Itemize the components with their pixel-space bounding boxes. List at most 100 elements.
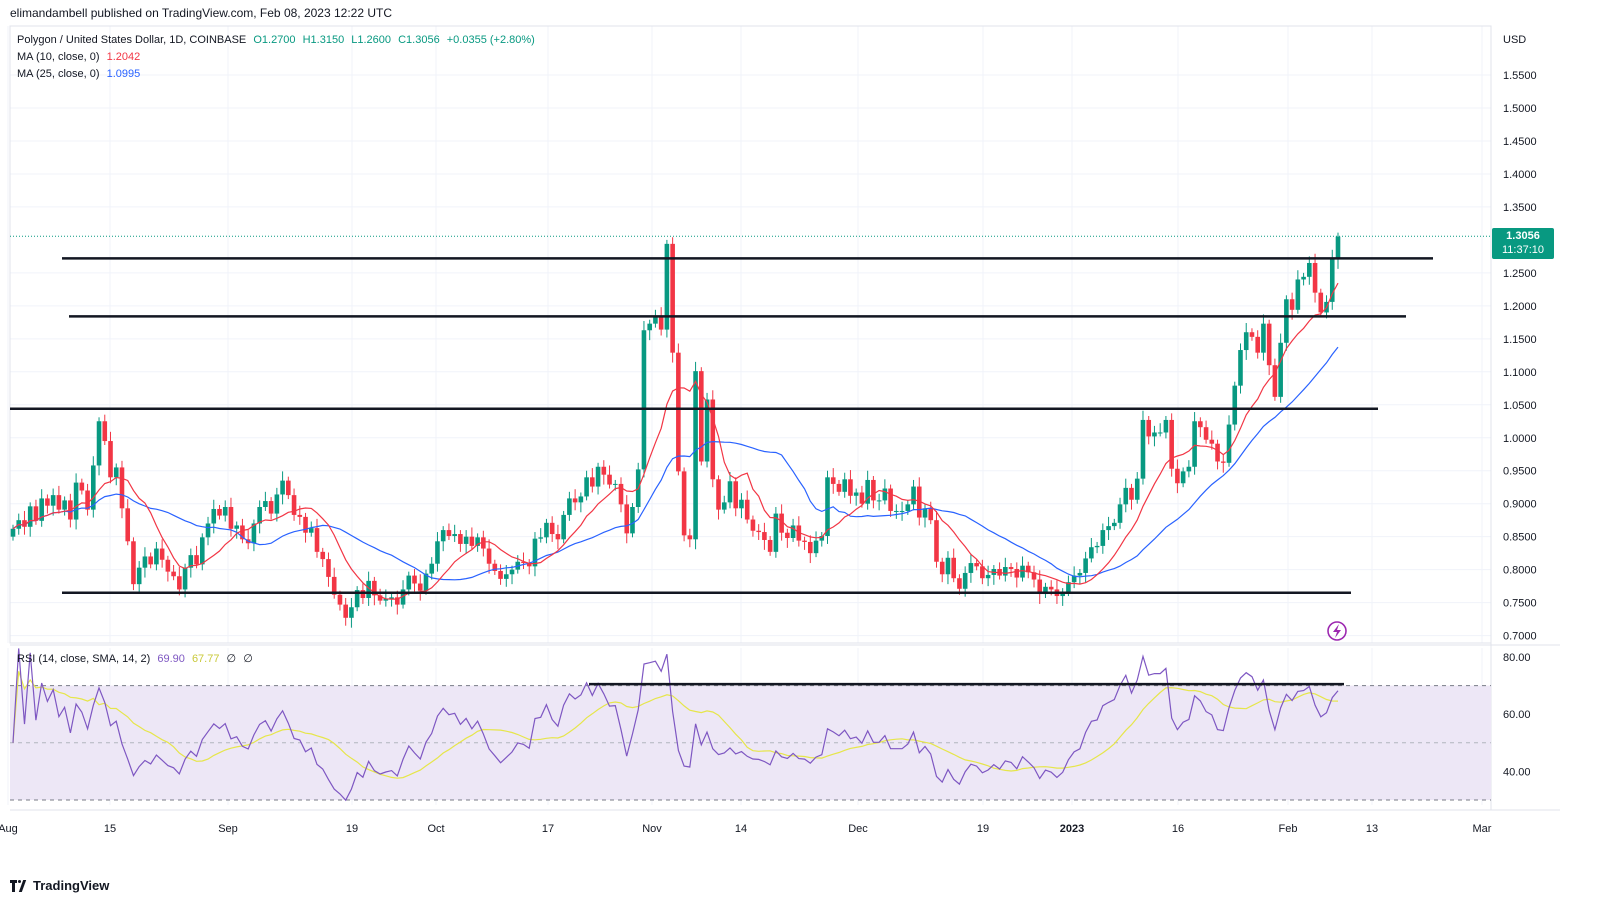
candle-body <box>1307 262 1312 277</box>
candle-body <box>1111 522 1117 527</box>
candle <box>79 478 85 495</box>
candle-body <box>962 572 968 589</box>
candle <box>871 476 876 509</box>
candle-body <box>39 498 44 521</box>
candle-body <box>435 541 440 564</box>
candle <box>372 576 377 606</box>
candle <box>544 518 549 544</box>
footer-brand: TradingView <box>10 878 109 893</box>
candle <box>1037 570 1043 604</box>
y-tick-label: 0.9500 <box>1503 466 1537 478</box>
candle <box>1020 556 1025 582</box>
y-tick-label: 0.9000 <box>1503 499 1537 511</box>
x-tick-label: 19 <box>346 823 358 835</box>
y-tick-label: 1.0000 <box>1503 433 1537 445</box>
candle <box>762 522 767 550</box>
candle <box>1031 565 1037 588</box>
candle <box>1089 537 1094 563</box>
candle <box>922 504 928 528</box>
candle <box>27 502 33 537</box>
candle-body <box>217 508 222 516</box>
candle-body <box>945 557 951 575</box>
candle-body <box>429 563 435 574</box>
grid <box>7 26 1491 805</box>
candle-body <box>96 421 102 466</box>
legend-low: L1.2600 <box>351 34 392 46</box>
candle-body <box>894 510 899 512</box>
candle <box>280 471 285 505</box>
candle <box>957 574 962 595</box>
candle <box>991 565 997 585</box>
candle-body <box>1203 427 1209 440</box>
candle <box>1329 249 1335 310</box>
candle <box>125 499 131 546</box>
candle-body <box>314 528 320 552</box>
candle-body <box>354 590 360 608</box>
candle <box>647 319 652 341</box>
candle-body <box>601 466 607 475</box>
x-tick-label: Oct <box>427 823 444 835</box>
candle <box>567 491 572 521</box>
candle-body <box>807 541 813 554</box>
candle-body <box>1048 586 1054 590</box>
candle <box>934 510 939 568</box>
rsi-extra-1: ∅ <box>226 653 237 665</box>
x-tick-label: 13 <box>1366 823 1378 835</box>
candle-body <box>762 532 767 540</box>
x-tick-label: Feb <box>1279 823 1298 835</box>
candle <box>1284 295 1289 351</box>
candle-body <box>1186 466 1192 472</box>
candle-body <box>251 523 257 544</box>
candle-body <box>1220 461 1226 463</box>
candle-body <box>1100 530 1106 546</box>
candle-body <box>154 548 159 565</box>
candle <box>974 559 979 571</box>
candle-body <box>400 589 406 605</box>
candle <box>131 537 136 591</box>
candle-body <box>228 506 234 529</box>
candle-body <box>291 495 297 515</box>
candle-body <box>257 506 262 524</box>
last-price-tag: 1.3056 11:37:10 <box>1492 228 1554 259</box>
candle-body <box>492 563 498 571</box>
candle-body <box>836 483 842 492</box>
candle <box>389 593 394 607</box>
y-tick-label: 0.7000 <box>1503 631 1537 643</box>
candle-body <box>360 590 366 599</box>
candle-body <box>544 522 549 538</box>
candle-body <box>1312 262 1318 293</box>
candle-body <box>1152 432 1157 437</box>
candle <box>825 470 830 544</box>
candle-body <box>286 480 291 496</box>
candle-body <box>785 532 790 538</box>
candle <box>1083 551 1088 583</box>
candle-body <box>710 399 716 480</box>
candle <box>584 470 589 501</box>
candle-body <box>980 566 985 579</box>
candle <box>148 552 153 569</box>
candle-body <box>1123 487 1129 505</box>
candle <box>314 518 320 558</box>
candle-body <box>177 576 182 590</box>
candle-body <box>1284 299 1289 343</box>
candle <box>320 547 326 568</box>
candle-body <box>274 494 280 514</box>
candle-body <box>538 537 544 539</box>
candle-body <box>630 506 635 534</box>
candle-body <box>704 399 710 462</box>
candle-body <box>395 597 400 605</box>
candle-body <box>859 492 865 504</box>
candle <box>618 477 624 513</box>
candle <box>56 485 62 514</box>
candle <box>894 504 899 519</box>
candle-body <box>297 514 303 517</box>
x-tick-label: 19 <box>977 823 989 835</box>
y-tick-label: 1.1000 <box>1503 367 1537 379</box>
candle <box>807 535 813 564</box>
candle-body <box>73 482 79 520</box>
candle-body <box>744 499 750 520</box>
candle-body <box>813 540 819 554</box>
candle-body <box>22 520 27 527</box>
candle <box>785 528 790 548</box>
